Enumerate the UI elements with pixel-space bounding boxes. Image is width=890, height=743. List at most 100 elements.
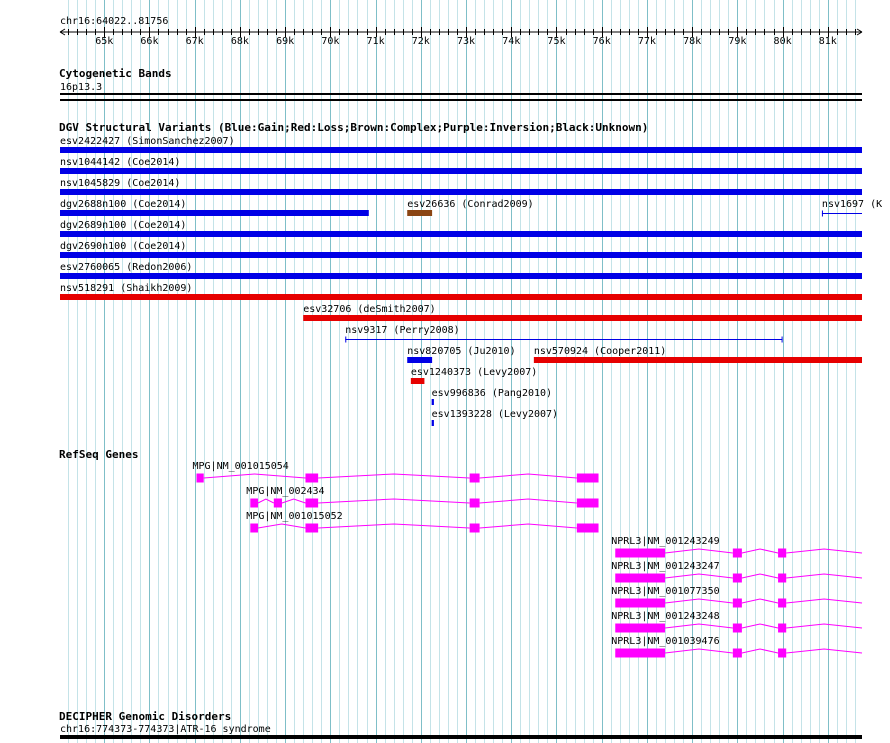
exon-box[interactable]	[196, 473, 204, 483]
exon-box[interactable]	[576, 523, 599, 533]
dgv-feature[interactable]: esv1393228 (Levy2007)	[431, 409, 558, 426]
dgv-feature[interactable]: dgv2688n100 (Coe2014)	[60, 199, 369, 216]
exon-box[interactable]	[273, 498, 282, 508]
transcript[interactable]: NPRL3|NM_001077350	[611, 586, 863, 608]
exon-box[interactable]	[576, 498, 599, 508]
exon-box[interactable]	[469, 473, 480, 483]
dgv-feature-label: dgv2689n100 (Coe2014)	[60, 220, 186, 231]
transcript[interactable]: NPRL3|NM_001243249	[611, 536, 863, 558]
dgv-feature-bar[interactable]	[303, 315, 862, 321]
exon-box[interactable]	[778, 598, 787, 608]
dgv-feature-label: esv2422427 (SimonSanchez2007)	[60, 136, 235, 147]
dgv-feature[interactable]: esv1240373 (Levy2007)	[410, 367, 537, 384]
transcript[interactable]: NPRL3|NM_001243248	[611, 611, 863, 633]
transcript[interactable]: NPRL3|NM_001039476	[611, 636, 863, 658]
decipher-feature-bar[interactable]	[60, 735, 862, 739]
cytoband-bar[interactable]	[60, 93, 862, 95]
dgv-feature[interactable]: nsv518291 (Shaikh2009)	[60, 283, 862, 300]
refseq-genes-track[interactable]: RefSeq Genes MPG|NM_001015054 MPG|NM_0024…	[59, 448, 863, 658]
dgv-feature[interactable]: esv2422427 (SimonSanchez2007)	[60, 136, 862, 153]
exon-box[interactable]	[469, 523, 480, 533]
exon-box[interactable]	[732, 648, 742, 658]
exon-box[interactable]	[778, 548, 787, 558]
ruler-left-arrow-icon	[59, 28, 66, 36]
ruler-tick-label: 73k	[457, 36, 475, 47]
dgv-feature[interactable]: nsv1044142 (Coe2014)	[60, 157, 862, 174]
transcript[interactable]: MPG|NM_002434	[246, 486, 599, 508]
dgv-feature-bar[interactable]	[533, 357, 862, 363]
dgv-feature-bar[interactable]	[60, 252, 862, 258]
dgv-feature-bar[interactable]	[407, 210, 433, 216]
dgv-feature-label: esv32706 (deSmith2007)	[303, 304, 435, 315]
exon-box[interactable]	[615, 623, 666, 633]
dgv-feature[interactable]: esv32706 (deSmith2007)	[303, 304, 862, 321]
exon-box[interactable]	[732, 598, 742, 608]
transcript[interactable]: MPG|NM_001015052	[246, 511, 599, 533]
transcript[interactable]: MPG|NM_001015054	[192, 461, 599, 483]
dgv-feature[interactable]: nsv820705 (Ju2010)	[407, 346, 516, 363]
intron-line	[203, 473, 306, 479]
ruler-tick-label: 69k	[276, 36, 294, 47]
intron-line	[786, 648, 863, 654]
dgv-feature[interactable]: nsv1045829 (Coe2014)	[60, 178, 862, 195]
dgv-feature-bar[interactable]	[410, 378, 425, 384]
dgv-structural-variants-track[interactable]: DGV Structural Variants (Blue:Gain;Red:L…	[59, 121, 882, 426]
dgv-feature-bar[interactable]	[60, 210, 369, 216]
exon-box[interactable]	[615, 598, 666, 608]
dgv-feature[interactable]: esv2760065 (Redon2006)	[60, 262, 862, 279]
dgv-feature-bar[interactable]	[60, 231, 862, 237]
intron-line	[664, 573, 733, 579]
dgv-feature-label: esv996836 (Pang2010)	[432, 388, 552, 399]
exon-box[interactable]	[615, 648, 666, 658]
exon-box[interactable]	[778, 573, 787, 583]
dgv-feature-bar[interactable]	[60, 294, 862, 300]
intron-line	[741, 623, 779, 629]
dgv-feature[interactable]: nsv9317 (Perry2008)	[345, 325, 783, 343]
exon-box[interactable]	[250, 498, 258, 508]
exon-box[interactable]	[778, 648, 787, 658]
exon-box[interactable]	[732, 573, 742, 583]
dgv-feature-bar[interactable]	[60, 168, 862, 174]
exon-box[interactable]	[469, 498, 480, 508]
exon-box[interactable]	[615, 573, 666, 583]
ruler-tick-label: 79k	[728, 36, 746, 47]
transcript-label: MPG|NM_001015054	[192, 461, 288, 472]
dgv-feature-label: nsv570924 (Cooper2011)	[534, 346, 666, 357]
intron-line	[786, 598, 863, 604]
dgv-feature-bar[interactable]	[60, 273, 862, 279]
transcript[interactable]: NPRL3|NM_001243247	[611, 561, 863, 583]
dgv-feature[interactable]: dgv2690n100 (Coe2014)	[60, 241, 862, 258]
exon-box[interactable]	[305, 498, 319, 508]
exon-box[interactable]	[615, 548, 666, 558]
position-ruler[interactable]: chr16:64022..81756 65k 66k 67k 68k 69k 70k 71k…	[59, 16, 863, 47]
dgv-feature-label: nsv1045829 (Coe2014)	[60, 178, 180, 189]
decipher-genomic-disorders-track[interactable]: DECIPHER Genomic Disorders chr16:774373-…	[59, 710, 862, 739]
dgv-feature-bar[interactable]	[431, 420, 434, 426]
ruler-right-arrow-icon	[856, 28, 863, 36]
dgv-feature[interactable]: nsv1697 (K	[821, 199, 882, 217]
exon-box[interactable]	[250, 523, 258, 533]
dgv-feature[interactable]: esv26636 (Conrad2009)	[407, 199, 534, 216]
decipher-feature-label[interactable]: chr16:774373-774373|ATR-16 syndrome	[60, 724, 271, 735]
dgv-feature[interactable]: esv996836 (Pang2010)	[431, 388, 552, 405]
intron-line	[318, 473, 470, 479]
dgv-feature[interactable]: nsv570924 (Cooper2011)	[533, 346, 862, 363]
dgv-feature-bar[interactable]	[431, 399, 434, 405]
dgv-feature-bar[interactable]	[60, 189, 862, 195]
dgv-features: esv2422427 (SimonSanchez2007) nsv1044142 …	[60, 136, 882, 426]
dgv-feature-bar[interactable]	[60, 147, 862, 153]
dgv-feature[interactable]: dgv2689n100 (Coe2014)	[60, 220, 862, 237]
exon-box[interactable]	[732, 623, 742, 633]
exon-box[interactable]	[305, 523, 319, 533]
exon-box[interactable]	[778, 623, 787, 633]
cytogenetic-bands-track[interactable]: Cytogenetic Bands 16p13.3	[59, 67, 862, 101]
transcript-label: NPRL3|NM_001077350	[611, 586, 719, 597]
dgv-feature-label: esv1240373 (Levy2007)	[411, 367, 537, 378]
intron-line	[664, 598, 733, 604]
exon-box[interactable]	[305, 473, 319, 483]
ruler-tick-label: 76k	[593, 36, 611, 47]
ruler-tick-label: 66k	[140, 36, 158, 47]
dgv-feature-bar[interactable]	[407, 357, 433, 363]
exon-box[interactable]	[732, 548, 742, 558]
exon-box[interactable]	[576, 473, 599, 483]
